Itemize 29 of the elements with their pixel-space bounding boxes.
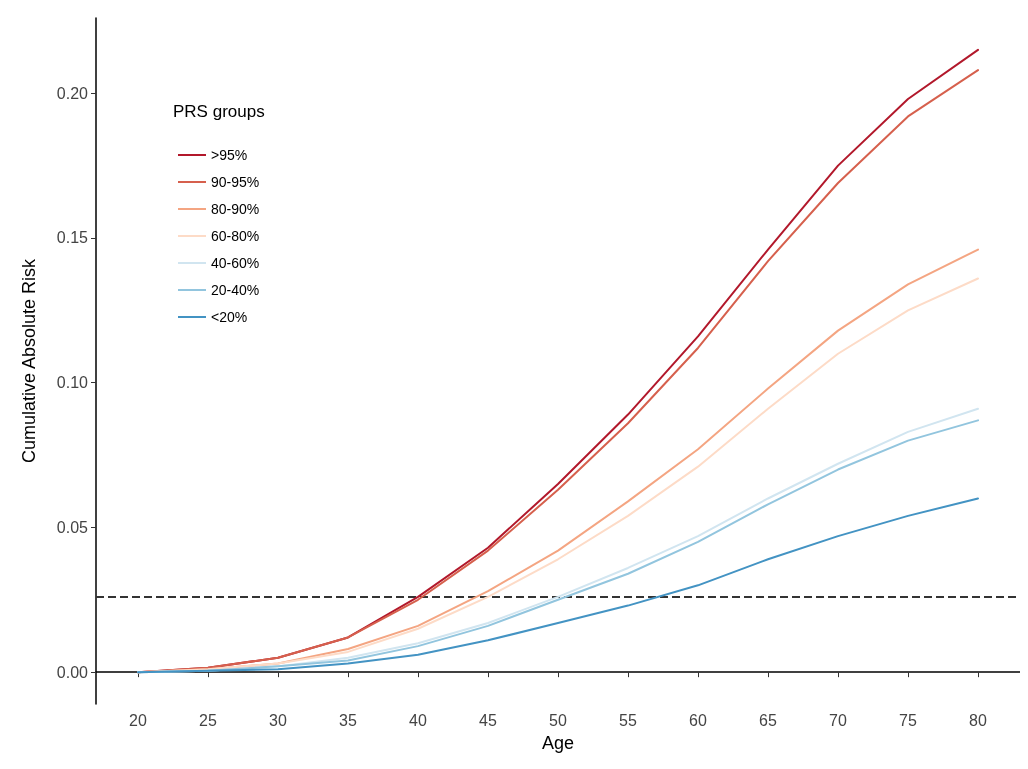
x-tick-label: 35: [339, 711, 357, 729]
legend-title: PRS groups: [173, 102, 265, 121]
legend-label: 80-90%: [211, 201, 260, 217]
line-series: [137, 497, 979, 674]
legend-label: 90-95%: [211, 174, 260, 190]
legend-label: 60-80%: [211, 228, 260, 244]
y-tick-label: 0.20: [56, 84, 89, 102]
y-tick-label: 0.15: [56, 229, 89, 247]
x-axis-title: Age: [541, 733, 575, 753]
x-tick-label: 25: [199, 711, 217, 729]
x-tick-label: 20: [129, 711, 147, 729]
x-tick-label: 50: [549, 711, 567, 729]
x-tick-label: 70: [829, 711, 847, 729]
legend-label: >95%: [211, 147, 248, 163]
x-tick-label: 65: [759, 711, 777, 729]
y-tick-label: 0.00: [56, 663, 89, 681]
y-tick-label: 0.10: [56, 374, 89, 392]
x-tick-label: 30: [269, 711, 287, 729]
x-tick-label: 75: [899, 711, 917, 729]
x-tick-label: 55: [619, 711, 637, 729]
x-tick-label: 45: [479, 711, 497, 729]
legend-label: 40-60%: [211, 255, 260, 271]
x-tick-label: 80: [969, 711, 987, 729]
legend-label: <20%: [211, 309, 248, 325]
x-tick-label: 40: [409, 711, 427, 729]
y-axis-title: Cumulative Absolute Risk: [19, 257, 39, 464]
y-tick-label: 0.05: [56, 518, 89, 536]
legend-label: 20-40%: [211, 282, 260, 298]
x-tick-label: 60: [689, 711, 707, 729]
